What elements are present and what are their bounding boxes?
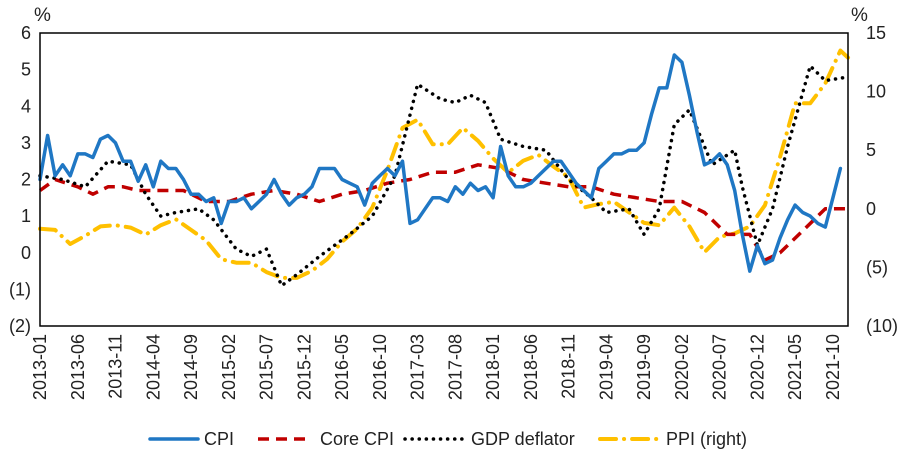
x-tick-label: 2016-05 (332, 334, 352, 400)
x-tick-label: 2020-02 (672, 334, 692, 400)
x-tick-label: 2018-11 (559, 334, 579, 399)
right-tick-label: 5 (866, 140, 876, 160)
right-tick-label: 10 (866, 82, 886, 102)
x-axis-ticks: 2013-01 2013-06 2013-11 2014-04 2014-09 2015-… (30, 334, 843, 400)
left-tick-label: 1 (21, 206, 31, 226)
x-tick-label: 2015-12 (294, 334, 314, 400)
x-tick-label: 2021-10 (823, 334, 843, 400)
right-tick-label: 0 (866, 199, 876, 219)
x-tick-label: 2018-01 (483, 334, 503, 400)
x-tick-label: 2020-07 (710, 334, 730, 400)
left-tick-label: 5 (21, 60, 31, 80)
x-tick-label: 2019-04 (596, 334, 616, 400)
x-tick-label: 2014-04 (143, 334, 163, 400)
left-tick-label: 0 (21, 243, 31, 263)
left-tick-label: 6 (21, 23, 31, 43)
right-tick-label: 15 (866, 23, 886, 43)
plot-series (38, 48, 850, 288)
x-tick-label: 2017-03 (408, 334, 428, 400)
series-line-core-cpi (38, 163, 848, 262)
x-tick-label: 2016-10 (370, 334, 390, 400)
legend-label: PPI (right) (666, 429, 747, 449)
left-tick-label: (2) (9, 316, 31, 336)
x-tick-label: 2015-07 (257, 334, 277, 400)
legend: CPI Core CPI GDP deflator PPI (right) (148, 429, 747, 449)
x-tick-label: 2019-09 (634, 334, 654, 400)
left-tick-label: (1) (9, 279, 31, 299)
plot-area-border (39, 32, 849, 327)
x-tick-label: 2018-06 (521, 334, 541, 400)
series-line-gdp-deflator (38, 64, 850, 288)
left-axis-ticks: (2) (1) 0 1 2 3 4 5 6 (9, 23, 31, 336)
left-tick-label: 3 (21, 133, 31, 153)
x-tick-label: 2015-02 (219, 334, 239, 400)
x-tick-label: 2017-08 (445, 334, 465, 400)
series-line-cpi (38, 53, 843, 273)
series-line-ppi-right (38, 48, 850, 280)
right-tick-label: (10) (866, 316, 898, 336)
x-tick-label: 2014-09 (181, 334, 201, 400)
x-tick-label: 2013-11 (106, 334, 126, 399)
left-axis-unit: % (34, 5, 51, 26)
x-tick-label: 2020-12 (747, 334, 767, 400)
right-axis-unit: % (851, 5, 868, 26)
legend-label: CPI (204, 429, 234, 449)
right-axis-ticks: (10) (5) 0 5 10 15 (866, 23, 898, 336)
legend-label: Core CPI (320, 429, 394, 449)
left-tick-label: 4 (21, 96, 31, 116)
right-tick-label: (5) (866, 257, 888, 277)
x-tick-label: 2021-05 (785, 334, 805, 400)
legend-label: GDP deflator (471, 429, 575, 449)
x-tick-label: 2013-01 (30, 334, 50, 400)
x-tick-label: 2013-06 (68, 334, 88, 400)
left-tick-label: 2 (21, 170, 31, 190)
